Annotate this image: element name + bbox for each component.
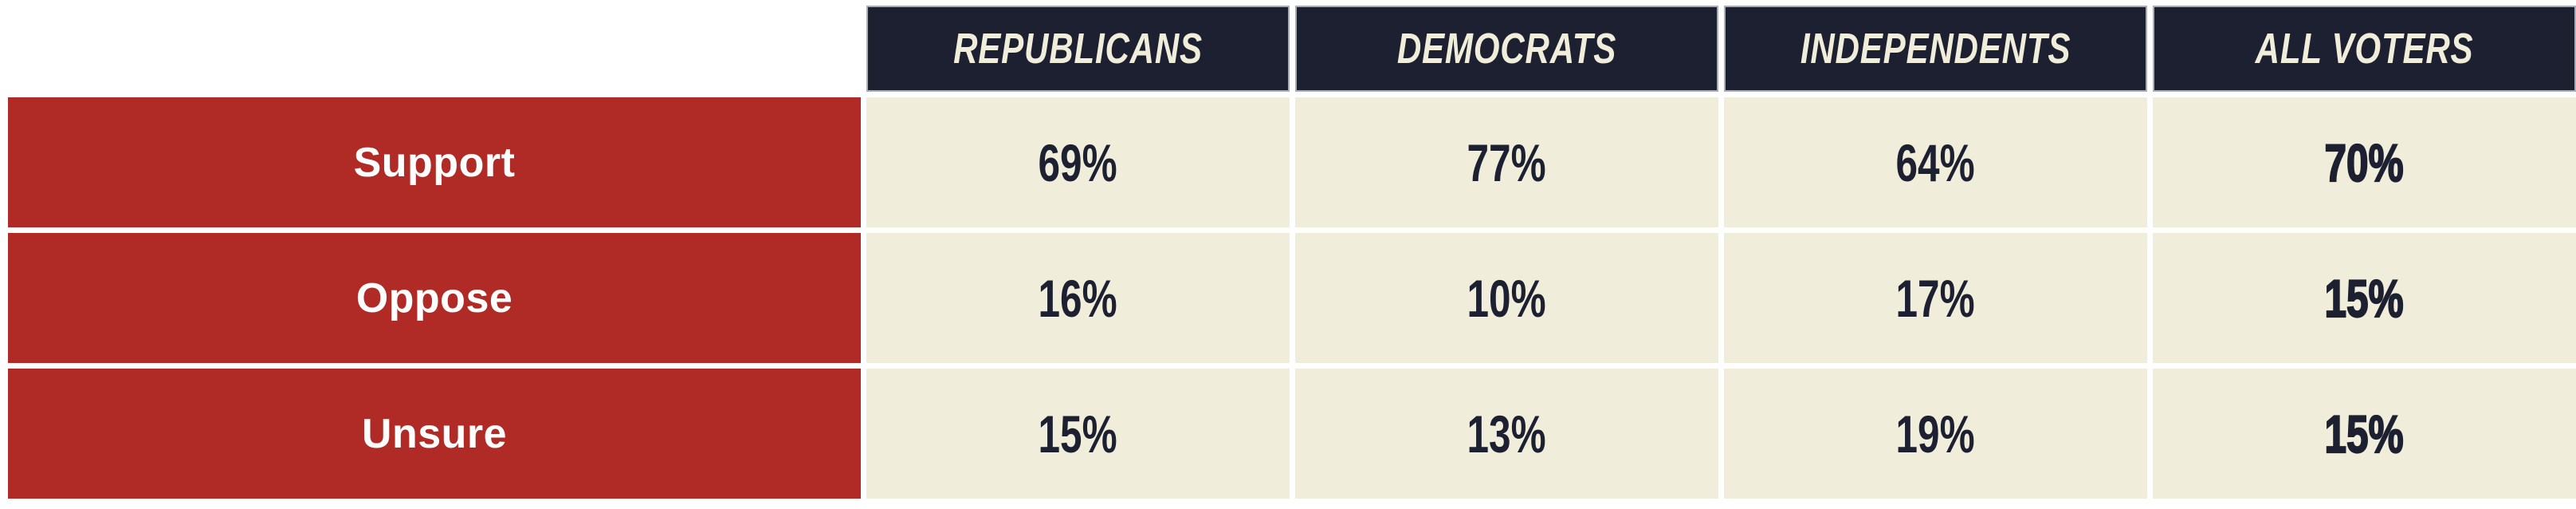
cell-value: 13% <box>1467 404 1547 464</box>
cell-unsure-democrats: 13% <box>1295 369 1718 499</box>
corner-spacer <box>8 6 861 92</box>
row-label-text: Unsure <box>361 410 508 457</box>
cell-unsure-republicans: 15% <box>866 369 1290 499</box>
column-header-label: REPUBLICANS <box>953 25 1203 73</box>
cell-value: 15% <box>2324 267 2405 328</box>
cell-value: 16% <box>1038 268 1118 328</box>
cell-support-democrats: 77% <box>1295 97 1718 227</box>
cell-oppose-all-voters: 15% <box>2153 233 2576 363</box>
cell-value: 64% <box>1895 132 1976 192</box>
row-label-unsure: Unsure <box>8 369 861 499</box>
row-label-text: Oppose <box>355 274 513 322</box>
cell-oppose-republicans: 16% <box>866 233 1290 363</box>
column-header-republicans: REPUBLICANS <box>866 6 1290 92</box>
cell-value: 15% <box>2324 403 2405 464</box>
cell-oppose-democrats: 10% <box>1295 233 1718 363</box>
cell-unsure-all-voters: 15% <box>2153 369 2576 499</box>
cell-unsure-independents: 19% <box>1724 369 2147 499</box>
cell-value: 70% <box>2324 132 2405 192</box>
column-header-independents: INDEPENDENTS <box>1724 6 2147 92</box>
cell-value: 10% <box>1467 268 1547 328</box>
column-header-all-voters: ALL VOTERS <box>2153 6 2576 92</box>
cell-value: 17% <box>1895 268 1976 328</box>
column-header-label: DEMOCRATS <box>1396 25 1617 73</box>
cell-value: 19% <box>1895 404 1976 464</box>
row-label-support: Support <box>8 97 861 227</box>
column-header-label: ALL VOTERS <box>2255 25 2474 73</box>
row-label-text: Support <box>353 139 516 186</box>
column-header-democrats: DEMOCRATS <box>1295 6 1718 92</box>
column-header-label: INDEPENDENTS <box>1800 25 2071 73</box>
cell-support-republicans: 69% <box>866 97 1290 227</box>
cell-value: 77% <box>1467 132 1547 192</box>
cell-support-independents: 64% <box>1724 97 2147 227</box>
cell-value: 69% <box>1038 132 1118 192</box>
row-label-oppose: Oppose <box>8 233 861 363</box>
cell-support-all-voters: 70% <box>2153 97 2576 227</box>
cell-oppose-independents: 17% <box>1724 233 2147 363</box>
cell-value: 15% <box>1038 404 1118 464</box>
